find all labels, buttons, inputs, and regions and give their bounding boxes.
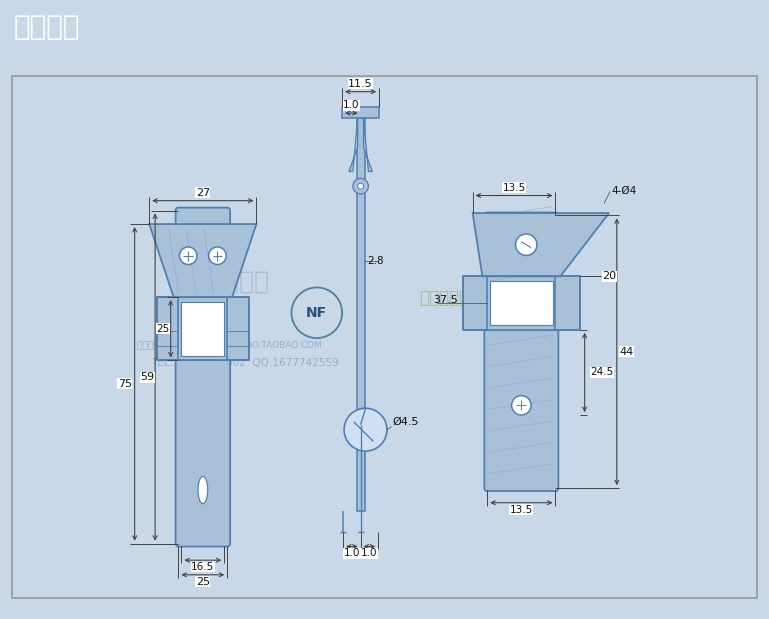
Text: 11.5: 11.5	[348, 79, 373, 89]
Text: 1.0: 1.0	[361, 548, 378, 558]
Circle shape	[179, 247, 197, 264]
Polygon shape	[364, 118, 372, 171]
Circle shape	[511, 396, 531, 415]
Text: TEL:18659156002  QQ:1677742559: TEL:18659156002 QQ:1677742559	[151, 358, 339, 368]
Circle shape	[358, 183, 364, 189]
Text: 20: 20	[602, 271, 616, 282]
Text: 44: 44	[619, 347, 634, 357]
Polygon shape	[149, 224, 256, 297]
Text: 25: 25	[156, 324, 169, 334]
Text: 24.5: 24.5	[591, 368, 614, 378]
Ellipse shape	[198, 477, 208, 504]
Text: 2.8: 2.8	[368, 256, 384, 266]
Text: 箱柜锁商城: 箱柜锁商城	[195, 269, 270, 293]
Circle shape	[291, 287, 342, 338]
Text: 13.5: 13.5	[510, 504, 533, 514]
Bar	[342, 107, 379, 118]
Text: 1.0: 1.0	[343, 100, 360, 110]
Text: 13.5: 13.5	[502, 183, 526, 193]
Text: 59: 59	[140, 372, 155, 382]
Text: 锁扣搭扣扣手: 锁扣搭扣扣手	[419, 289, 479, 307]
Text: 实物拍摄  盗图必究  HTTP://GUISOO.TAOBAO.COM: 实物拍摄 盗图必究 HTTP://GUISOO.TAOBAO.COM	[137, 340, 321, 349]
Bar	[181, 302, 225, 355]
Text: 37.5: 37.5	[434, 295, 458, 305]
Bar	[490, 281, 552, 325]
Circle shape	[344, 409, 387, 451]
Text: 16.5: 16.5	[191, 562, 215, 572]
Text: 1.0: 1.0	[344, 548, 360, 558]
Polygon shape	[349, 118, 358, 171]
Text: 75: 75	[118, 379, 132, 389]
Bar	[555, 276, 580, 330]
Polygon shape	[473, 213, 609, 276]
Text: 4-Ø4: 4-Ø4	[612, 186, 638, 196]
Bar	[157, 297, 178, 360]
Text: 产品尺寸: 产品尺寸	[14, 14, 80, 41]
Text: 25: 25	[196, 577, 210, 587]
Text: 27: 27	[196, 188, 210, 198]
FancyBboxPatch shape	[175, 207, 230, 547]
FancyBboxPatch shape	[484, 212, 558, 491]
Circle shape	[515, 234, 537, 256]
Text: NF: NF	[306, 306, 328, 320]
Bar	[357, 118, 365, 511]
Bar	[227, 297, 248, 360]
Circle shape	[208, 247, 226, 264]
Text: Ø4.5: Ø4.5	[393, 417, 419, 427]
Bar	[463, 276, 488, 330]
Circle shape	[353, 178, 368, 194]
